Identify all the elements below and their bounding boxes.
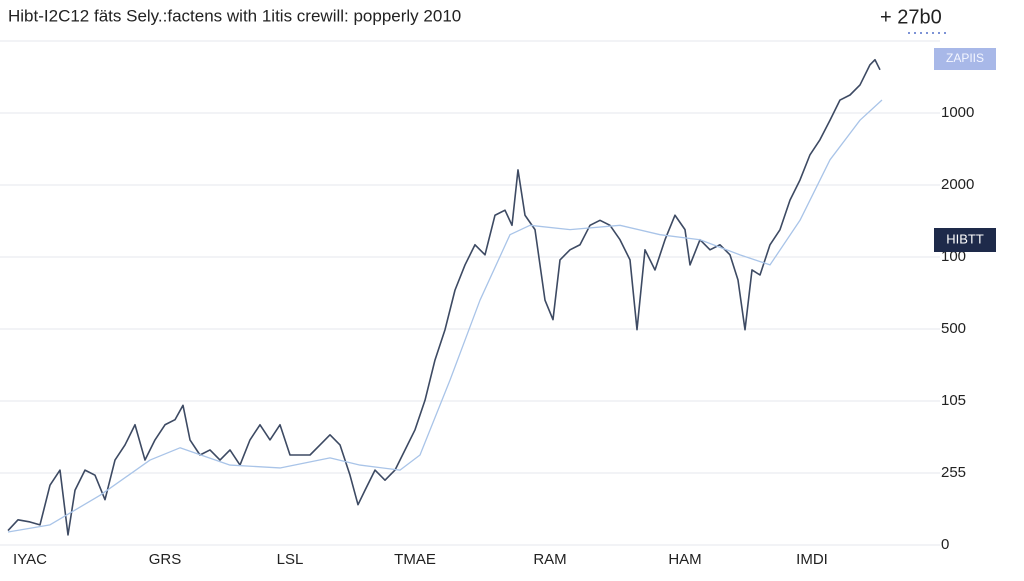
button[interactable]	[934, 48, 996, 70]
x-tick-label: IMDI	[796, 551, 828, 568]
price-tag	[934, 228, 996, 252]
x-tick-label: IYAC	[13, 551, 47, 568]
price-tag-label: HIBTT	[946, 231, 984, 246]
price-line	[7, 58, 881, 536]
y-tick-label: 105	[941, 392, 966, 409]
plot: 0 255 105 500 100 2000 1000 IYAC GRS LSL TMAE RAM HA…	[0, 40, 974, 568]
button-label[interactable]: ZAPIIS	[946, 51, 984, 65]
header-value: + 27b0	[880, 6, 942, 28]
y-tick-label: 2000	[941, 176, 974, 193]
y-tick-label: 0	[941, 536, 949, 553]
price-line	[7, 99, 883, 533]
x-tick-label: HAM	[668, 551, 701, 568]
y-tick-label: 1000	[941, 104, 974, 121]
y-tick-label: 100	[941, 248, 966, 265]
chart-title: Hibt-I2C12 fäts Sely.:factens with 1iti…	[8, 6, 461, 25]
x-tick-label: GRS	[149, 551, 182, 568]
x-tick-label: TMAE	[394, 551, 436, 568]
y-tick-label: 500	[941, 320, 966, 337]
x-tick-label: LSL	[277, 551, 304, 568]
x-tick-label: RAM	[533, 551, 566, 568]
y-tick-label: 255	[941, 464, 966, 481]
